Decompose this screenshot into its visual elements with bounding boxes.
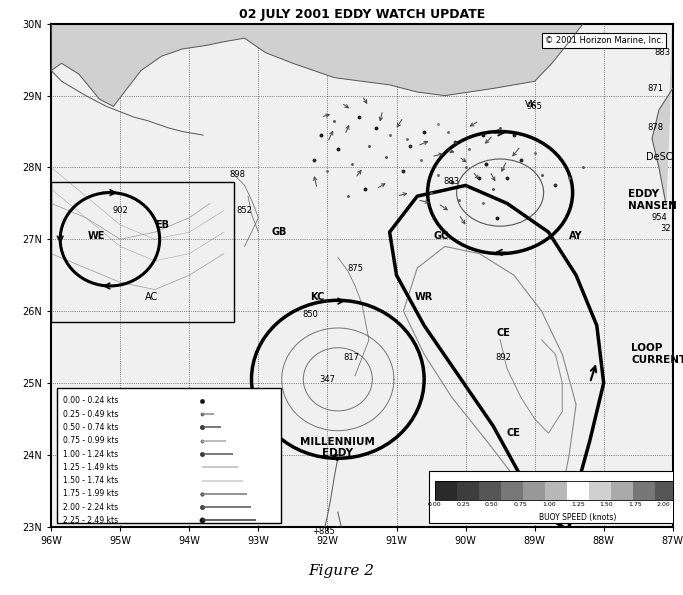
Bar [456,481,479,500]
Text: GB: GB [271,227,287,237]
Bar [655,481,677,500]
Text: 1.75: 1.75 [628,502,642,507]
Text: 878: 878 [647,123,664,133]
Text: 817: 817 [344,353,360,362]
Text: 0.00: 0.00 [428,502,441,507]
Text: 0.00 - 0.24 kts: 0.00 - 0.24 kts [63,396,118,405]
Text: DeSC: DeSC [645,152,672,162]
Bar [567,481,589,500]
Bar [677,481,683,500]
Text: CE: CE [497,328,510,337]
Bar [611,481,633,500]
Text: AY: AY [569,231,583,241]
Text: 0.50 - 0.74 kts: 0.50 - 0.74 kts [63,423,118,432]
Text: 0.25 - 0.49 kts: 0.25 - 0.49 kts [63,410,118,419]
Text: EDDY
NANSEN: EDDY NANSEN [628,189,677,211]
Text: 883: 883 [654,48,671,57]
Text: 1.50 - 1.74 kts: 1.50 - 1.74 kts [63,476,118,485]
Bar [479,481,501,500]
Text: Figure 2: Figure 2 [309,564,374,578]
Text: 852: 852 [236,206,253,215]
Text: 32: 32 [660,224,671,233]
Bar [434,481,683,500]
Polygon shape [652,24,683,203]
Title: 02 JULY 2001 EDDY WATCH UPDATE: 02 JULY 2001 EDDY WATCH UPDATE [239,8,485,21]
Text: 347: 347 [320,375,335,384]
Text: 902: 902 [113,206,128,215]
Text: 0.75: 0.75 [514,502,527,507]
Text: 871: 871 [647,84,663,93]
Text: LOOP
CURRENT: LOOP CURRENT [631,343,683,365]
Text: GC: GC [434,231,449,241]
Text: KC: KC [310,292,324,302]
Bar [545,481,567,500]
Text: 0.25: 0.25 [456,502,470,507]
Text: 850: 850 [303,310,318,319]
Bar [434,481,456,500]
Bar [57,388,281,523]
Text: BUOY SPEED (knots): BUOY SPEED (knots) [539,513,617,522]
Text: VK: VK [525,100,538,109]
Text: 2.00 - 2.24 kts: 2.00 - 2.24 kts [63,503,118,512]
Text: 2.25 - 2.49 kts: 2.25 - 2.49 kts [63,516,118,525]
Bar [429,471,683,523]
Text: EB: EB [155,220,169,230]
Bar [589,481,611,500]
Text: CE: CE [507,428,521,438]
Text: +885: +885 [313,527,335,536]
Text: 0.50: 0.50 [485,502,499,507]
Text: 1.75 - 1.99 kts: 1.75 - 1.99 kts [63,490,118,499]
Bar [51,182,234,322]
Text: 883: 883 [444,177,460,186]
Text: 0.75 - 0.99 kts: 0.75 - 0.99 kts [63,436,118,445]
Text: 954: 954 [651,213,667,222]
Bar [633,481,655,500]
Text: WE: WE [87,231,104,241]
Text: 1.50: 1.50 [600,502,613,507]
Text: 892: 892 [496,353,512,362]
Bar [501,481,522,500]
Text: AC: AC [145,292,158,302]
Text: 965: 965 [527,102,542,111]
Text: 875: 875 [347,264,363,273]
Bar [522,481,545,500]
Polygon shape [51,24,673,107]
Text: WR: WR [415,292,433,302]
Text: 1.00 - 1.24 kts: 1.00 - 1.24 kts [63,450,118,459]
Text: 1.00: 1.00 [542,502,556,507]
Text: 2.00: 2.00 [657,502,671,507]
Text: 898: 898 [229,170,246,179]
Text: 1.25: 1.25 [571,502,585,507]
Text: © 2001 Horizon Marine, Inc.: © 2001 Horizon Marine, Inc. [545,36,663,45]
Text: 1.25 - 1.49 kts: 1.25 - 1.49 kts [63,463,118,472]
Text: MILLENNIUM
EDDY: MILLENNIUM EDDY [301,437,375,458]
